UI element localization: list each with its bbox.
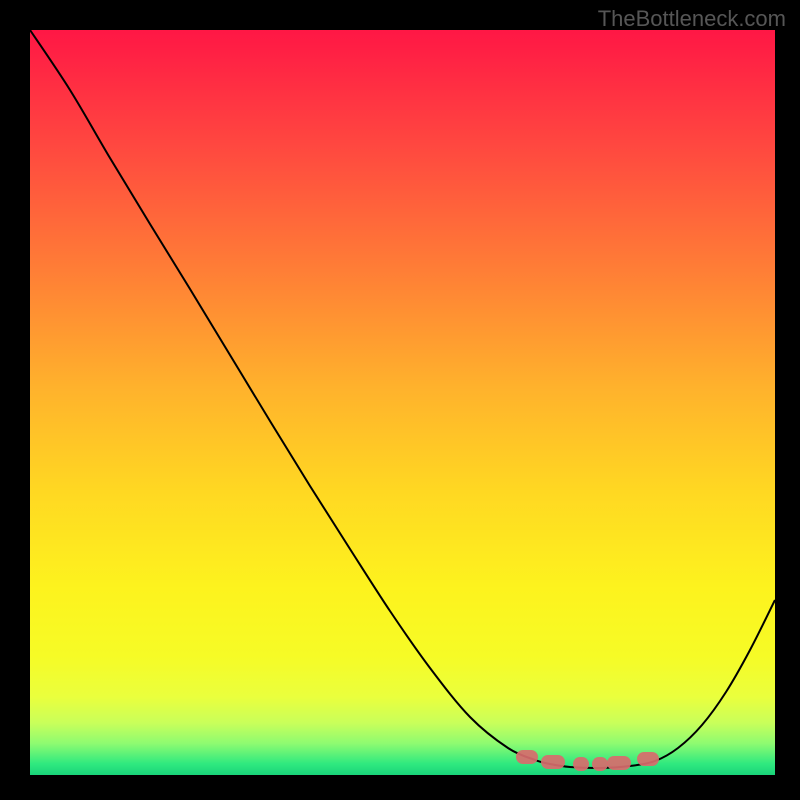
markers-group [516,750,659,771]
optimal-marker [637,752,659,766]
optimal-marker [607,756,631,770]
optimal-marker [573,757,589,771]
optimal-marker [541,755,565,769]
optimal-range-markers [30,30,775,775]
chart-plot-area [30,30,775,775]
optimal-marker [592,757,608,771]
watermark-text: TheBottleneck.com [598,6,786,32]
optimal-marker [516,750,538,764]
